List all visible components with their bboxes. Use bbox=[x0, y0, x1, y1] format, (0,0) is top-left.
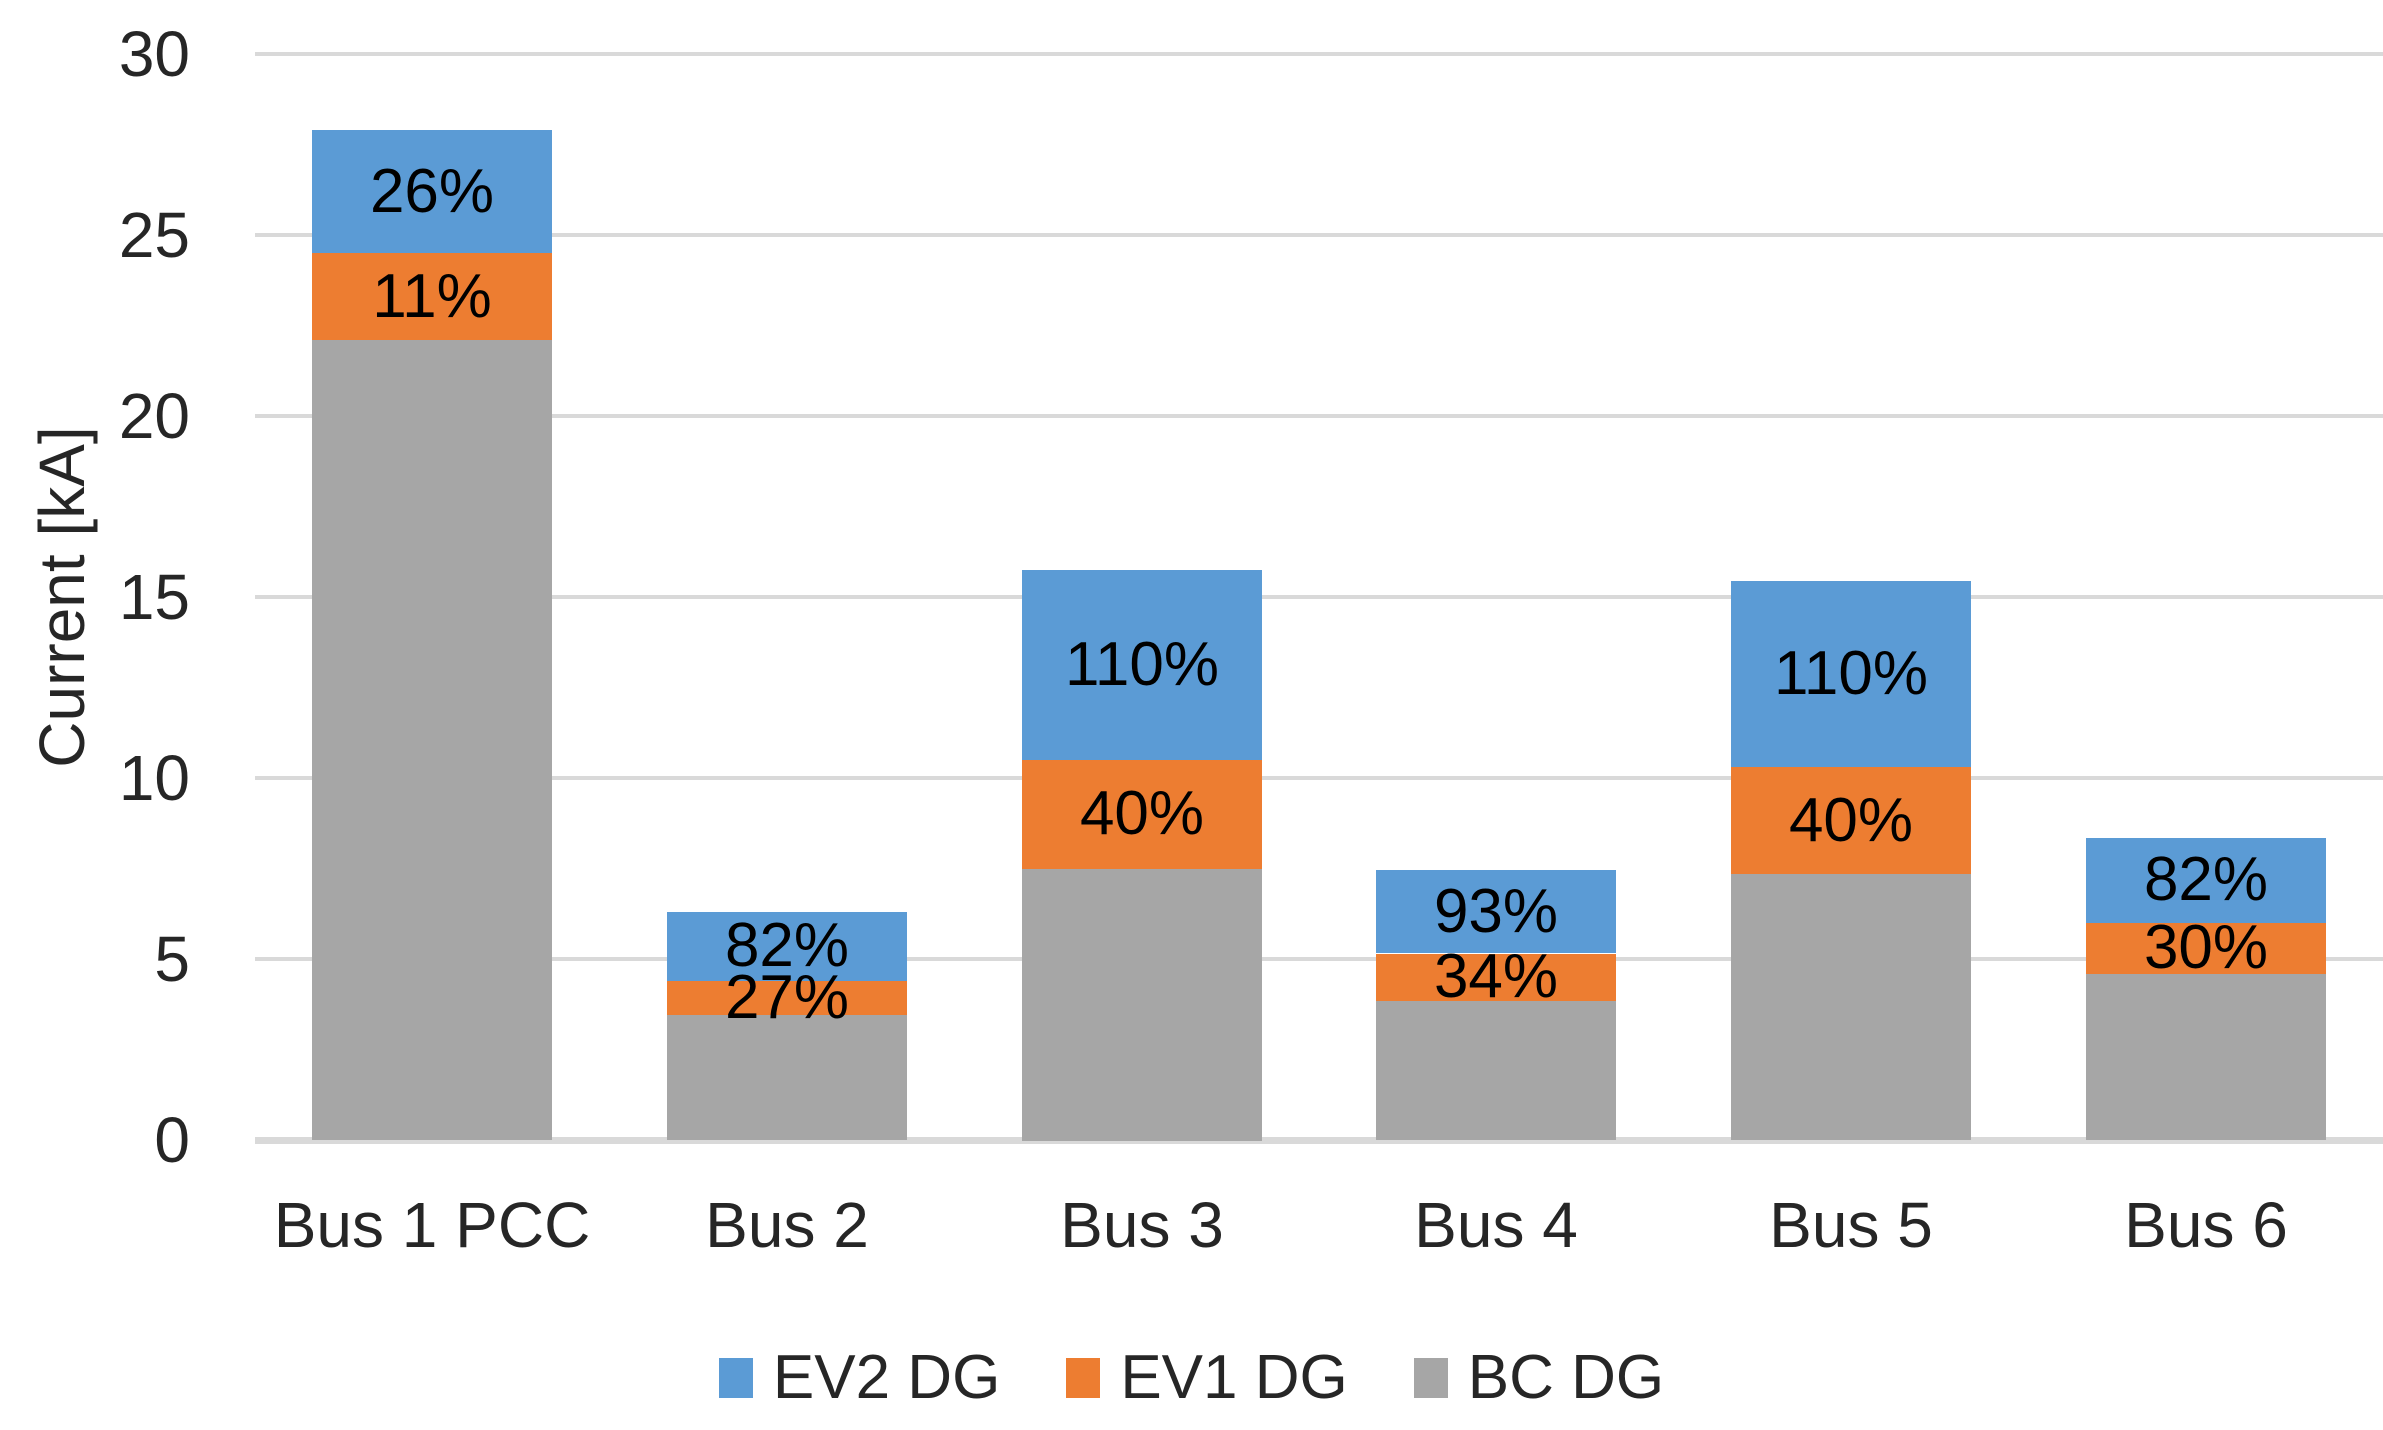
data-label: 34% bbox=[1433, 942, 1559, 1011]
x-axis-label: Bus 3 bbox=[1060, 1189, 1224, 1261]
bar-segment-ev2-dg bbox=[1731, 581, 1971, 767]
gridline bbox=[255, 414, 2383, 418]
bar-segment-ev2-dg bbox=[312, 130, 552, 253]
bar-segment-bc-dg bbox=[1022, 869, 1262, 1141]
y-tick-label: 25 bbox=[118, 199, 190, 271]
y-tick-label: 10 bbox=[118, 742, 190, 814]
gridline bbox=[255, 776, 2383, 780]
data-label: 40% bbox=[1079, 779, 1205, 848]
bar-segment-ev1-dg bbox=[1376, 954, 1616, 1001]
bar-segment-ev1-dg bbox=[312, 253, 552, 340]
legend-swatch-icon bbox=[718, 1358, 753, 1398]
gridline bbox=[255, 957, 2383, 961]
legend-item-bc-dg: BC DG bbox=[1413, 1343, 1665, 1412]
x-axis-label: Bus 5 bbox=[1769, 1189, 1933, 1261]
legend-swatch-icon bbox=[1066, 1358, 1101, 1398]
data-label: 40% bbox=[1788, 786, 1914, 855]
bar-segment-bc-dg bbox=[1376, 1001, 1616, 1140]
x-axis-label: Bus 4 bbox=[1414, 1189, 1578, 1261]
gridline bbox=[255, 233, 2383, 237]
y-tick-label: 5 bbox=[154, 923, 190, 995]
bar-segment-ev1-dg bbox=[1022, 760, 1262, 869]
data-label: 27% bbox=[724, 963, 850, 1032]
data-label: 110% bbox=[1774, 639, 1928, 708]
y-tick-label: 20 bbox=[118, 380, 190, 452]
legend-label: BC DG bbox=[1467, 1343, 1665, 1412]
bar-segment-ev2-dg bbox=[2086, 838, 2326, 923]
legend-label: EV2 DG bbox=[772, 1343, 1001, 1412]
bar-segment-ev1-dg bbox=[667, 981, 907, 1015]
bar-segment-ev2-dg bbox=[1376, 870, 1616, 953]
x-axis-label: Bus 1 PCC bbox=[273, 1189, 591, 1261]
x-axis-line bbox=[255, 1137, 2383, 1144]
data-label: 11% bbox=[372, 262, 492, 331]
bar-segment-ev2-dg bbox=[667, 912, 907, 981]
bar-segment-bc-dg bbox=[312, 340, 552, 1140]
data-label: 82% bbox=[724, 911, 850, 980]
data-label: 110% bbox=[1065, 630, 1219, 699]
x-axis-label: Bus 6 bbox=[2124, 1189, 2288, 1261]
bar-segment-ev1-dg bbox=[2086, 923, 2326, 974]
data-label: 93% bbox=[1433, 877, 1559, 946]
bar-segment-bc-dg bbox=[1731, 874, 1971, 1140]
data-label: 30% bbox=[2143, 913, 2269, 982]
legend-swatch-icon bbox=[1413, 1358, 1448, 1398]
data-label: 26% bbox=[369, 157, 495, 226]
gridline bbox=[255, 595, 2383, 599]
legend-item-ev2-dg: EV2 DG bbox=[718, 1343, 1001, 1412]
y-tick-label: 30 bbox=[118, 18, 190, 90]
data-label: 82% bbox=[2143, 845, 2269, 914]
y-tick-label: 15 bbox=[118, 561, 190, 633]
bar-segment-bc-dg bbox=[2086, 973, 2326, 1140]
legend-item-ev1-dg: EV1 DG bbox=[1066, 1343, 1348, 1412]
legend: EV2 DG EV1 DG BC DG bbox=[0, 1336, 2383, 1420]
bar-segment-ev1-dg bbox=[1731, 767, 1971, 874]
bar-segment-bc-dg bbox=[667, 1015, 907, 1140]
y-tick-label: 0 bbox=[154, 1104, 190, 1176]
x-axis-label: Bus 2 bbox=[705, 1189, 869, 1261]
legend-label: EV1 DG bbox=[1120, 1343, 1348, 1412]
gridline bbox=[255, 52, 2383, 56]
bar-segment-ev2-dg bbox=[1022, 570, 1262, 760]
